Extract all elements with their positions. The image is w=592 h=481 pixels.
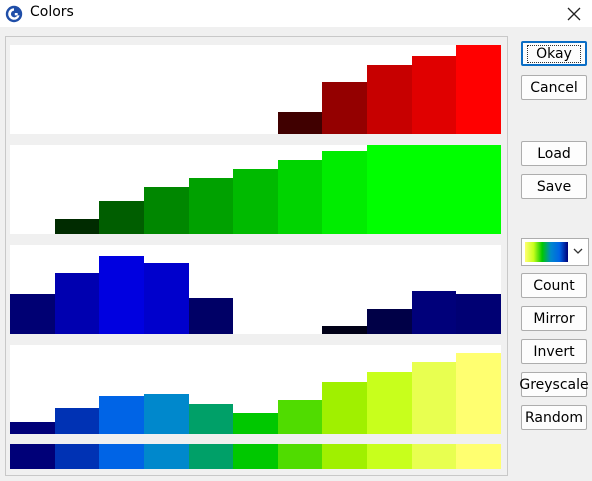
brightness-bar bbox=[456, 353, 501, 434]
greyscale-button[interactable]: Greyscale bbox=[519, 372, 589, 397]
green-channel-bar bbox=[99, 201, 144, 234]
app-logo-icon bbox=[5, 5, 23, 23]
palette-swatch bbox=[10, 444, 55, 469]
close-icon bbox=[567, 7, 581, 20]
green-channel-bar bbox=[277, 160, 323, 234]
brightness-bar bbox=[10, 421, 55, 434]
save-button[interactable]: Save bbox=[521, 174, 587, 199]
chevron-down-icon bbox=[573, 248, 583, 254]
brightness-bar bbox=[367, 371, 412, 434]
palette-swatch bbox=[411, 444, 457, 469]
palette-swatch bbox=[233, 444, 278, 469]
palette-swatch bbox=[54, 444, 100, 469]
palette-swatch bbox=[456, 444, 501, 469]
green-channel-bar bbox=[233, 169, 278, 234]
palette-dropdown[interactable] bbox=[521, 238, 589, 266]
brightness-bar bbox=[322, 381, 368, 434]
blue-channel-bar bbox=[10, 293, 55, 334]
blue-channel-bar bbox=[322, 326, 368, 334]
red-channel-bar bbox=[322, 82, 368, 134]
palette-swatch bbox=[188, 444, 234, 469]
brightness-bar bbox=[233, 412, 278, 434]
green-channel-bar bbox=[143, 186, 189, 234]
red-channel-bar bbox=[367, 64, 412, 134]
okay-button[interactable]: Okay bbox=[521, 41, 587, 66]
green-channel-bar bbox=[322, 151, 368, 234]
green-channel-panel[interactable] bbox=[10, 145, 501, 234]
brightness-bar bbox=[188, 403, 234, 434]
brightness-bar bbox=[99, 395, 144, 434]
blue-channel-bar bbox=[456, 293, 501, 334]
palette-swatch bbox=[322, 444, 368, 469]
palette-swatch bbox=[143, 444, 189, 469]
palette-strip bbox=[10, 444, 501, 469]
channel-editor-frame bbox=[5, 36, 508, 476]
red-channel-bar bbox=[456, 45, 501, 134]
cancel-button[interactable]: Cancel bbox=[521, 75, 587, 100]
green-channel-bar bbox=[456, 145, 501, 234]
green-channel-bar bbox=[367, 145, 412, 234]
random-button[interactable]: Random bbox=[521, 405, 587, 430]
palette-preview bbox=[525, 242, 568, 262]
blue-channel-bar bbox=[367, 309, 412, 334]
title-bar: Colors bbox=[0, 0, 592, 27]
mirror-button[interactable]: Mirror bbox=[521, 306, 587, 331]
red-channel-panel[interactable] bbox=[10, 45, 501, 134]
brightness-bar bbox=[143, 393, 189, 434]
brightness-bar bbox=[54, 408, 100, 434]
invert-button[interactable]: Invert bbox=[521, 339, 587, 364]
palette-swatch bbox=[99, 444, 144, 469]
blue-channel-bar bbox=[411, 291, 457, 334]
load-button[interactable]: Load bbox=[521, 141, 587, 166]
close-button[interactable] bbox=[556, 0, 592, 27]
blue-channel-bar bbox=[188, 298, 234, 334]
blue-channel-bar bbox=[54, 272, 100, 334]
palette-swatch bbox=[367, 444, 412, 469]
count-button[interactable]: Count bbox=[521, 273, 587, 298]
brightness-bar bbox=[411, 361, 457, 434]
blue-channel-bar bbox=[143, 262, 189, 334]
brightness-panel[interactable] bbox=[10, 345, 501, 434]
red-channel-bar bbox=[411, 55, 457, 134]
green-channel-bar bbox=[188, 177, 234, 234]
window-title: Colors bbox=[30, 4, 74, 20]
brightness-bar bbox=[277, 400, 323, 434]
green-channel-bar bbox=[54, 218, 100, 234]
green-channel-bar bbox=[411, 145, 457, 234]
blue-channel-bar bbox=[99, 255, 144, 334]
red-channel-bar bbox=[277, 111, 323, 134]
okay-label: Okay bbox=[527, 44, 581, 63]
blue-channel-panel[interactable] bbox=[10, 245, 501, 334]
palette-swatch bbox=[277, 444, 323, 469]
